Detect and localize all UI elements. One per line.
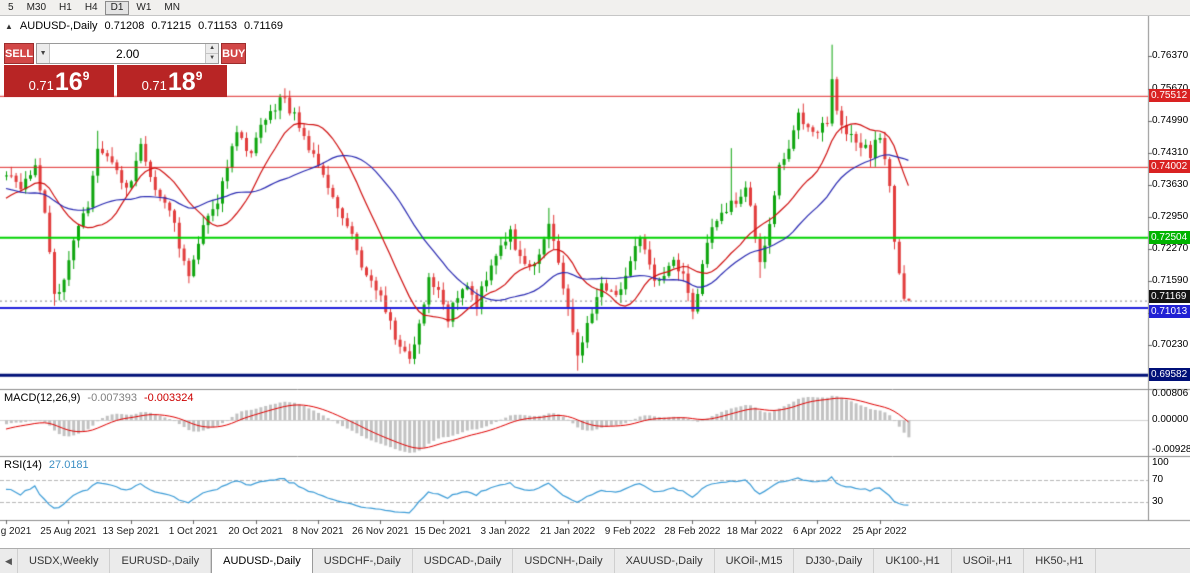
chart-symbol-label: AUDUSD-,Daily bbox=[19, 20, 98, 32]
macd-value-signal: -0.003324 bbox=[143, 392, 194, 404]
sell-button[interactable]: SELL bbox=[4, 43, 35, 64]
timeframe-button-m30[interactable]: M30 bbox=[21, 1, 52, 15]
buy-price-display[interactable]: 0.71 18 9 bbox=[117, 65, 227, 97]
buy-button[interactable]: BUY bbox=[221, 43, 247, 64]
ohlc-open: 0.71208 bbox=[104, 20, 145, 32]
volume-control: ▼ ▲ ▼ bbox=[36, 43, 220, 64]
collapse-panel-icon[interactable]: ▲ bbox=[5, 21, 13, 31]
chart-tab-hk50-h1[interactable]: HK50-,H1 bbox=[1024, 549, 1096, 573]
buy-price-big-digits: 18 bbox=[167, 68, 196, 96]
sell-price-prefix: 0.71 bbox=[28, 78, 54, 93]
one-click-trading-panel: SELL ▼ ▲ ▼ BUY 0.71 16 9 0 bbox=[4, 43, 247, 97]
price-chart-canvas[interactable] bbox=[0, 16, 1190, 548]
sell-price-display[interactable]: 0.71 16 9 bbox=[4, 65, 114, 97]
timeframe-button-h4[interactable]: H4 bbox=[79, 1, 104, 15]
timeframe-button-d1[interactable]: D1 bbox=[104, 0, 130, 15]
chart-tab-usdcad-daily[interactable]: USDCAD-,Daily bbox=[413, 549, 514, 573]
timeframe-button-5[interactable]: 5 bbox=[2, 1, 20, 15]
chart-ohlc-header: ▲ AUDUSD-,Daily 0.71208 0.71215 0.71153 … bbox=[5, 20, 283, 32]
macd-title: MACD(12,26,9) bbox=[4, 392, 81, 404]
sell-price-big-digits: 16 bbox=[54, 68, 83, 96]
chart-tabs-bar: ◀ USDX,Weekly EURUSD-,Daily AUDUSD-,Daily US… bbox=[0, 548, 1190, 573]
timeframe-button-w1[interactable]: W1 bbox=[130, 1, 157, 15]
sell-price-pip-digit: 9 bbox=[82, 69, 90, 83]
chart-tab-eurusd-daily[interactable]: EURUSD-,Daily bbox=[110, 549, 212, 573]
chart-tab-dj30-daily[interactable]: DJ30-,Daily bbox=[794, 549, 875, 573]
ohlc-close: 0.71169 bbox=[244, 20, 283, 32]
chart-tab-usoil-h1[interactable]: USOil-,H1 bbox=[952, 549, 1025, 573]
chart-tab-usdchf-daily[interactable]: USDCHF-,Daily bbox=[313, 549, 413, 573]
volume-input[interactable] bbox=[50, 44, 206, 63]
chart-tab-usdcnh-daily[interactable]: USDCNH-,Daily bbox=[513, 549, 615, 573]
rsi-title: RSI(14) bbox=[4, 459, 42, 471]
rsi-value: 27.0181 bbox=[48, 459, 89, 471]
buy-price-prefix: 0.71 bbox=[141, 78, 167, 93]
chart-tab-xauusd-daily[interactable]: XAUUSD-,Daily bbox=[615, 549, 715, 573]
chart-region: 0.76370 0.75670 0.74990 0.74310 0.73630 0.729… bbox=[0, 16, 1190, 548]
buy-price-pip-digit: 9 bbox=[195, 69, 203, 83]
timeframe-toolbar: 5 M30 H1 H4 D1 W1 MN bbox=[0, 0, 1190, 16]
ohlc-low: 0.71153 bbox=[198, 20, 238, 32]
macd-indicator-label: MACD(12,26,9) -0.007393 -0.003324 bbox=[4, 392, 194, 404]
chart-tab-usdx-weekly[interactable]: USDX,Weekly bbox=[18, 549, 111, 573]
volume-stepper: ▲ ▼ bbox=[205, 44, 219, 63]
rsi-indicator-label: RSI(14) 27.0181 bbox=[4, 459, 89, 471]
volume-dropdown-icon[interactable]: ▼ bbox=[37, 44, 51, 63]
timeframe-button-mn[interactable]: MN bbox=[158, 1, 186, 15]
macd-value-main: -0.007393 bbox=[87, 392, 137, 404]
chart-tab-ukoil-m15[interactable]: UKOil-,M15 bbox=[715, 549, 795, 573]
ohlc-high: 0.71215 bbox=[151, 20, 192, 32]
timeframe-button-h1[interactable]: H1 bbox=[53, 1, 78, 15]
chart-tab-uk100-h1[interactable]: UK100-,H1 bbox=[874, 549, 952, 573]
volume-increase-icon[interactable]: ▲ bbox=[206, 44, 219, 54]
chart-tab-audusd-daily[interactable]: AUDUSD-,Daily bbox=[211, 549, 313, 573]
volume-decrease-icon[interactable]: ▼ bbox=[206, 54, 219, 63]
tabs-scroll-left-icon[interactable]: ◀ bbox=[0, 549, 18, 573]
